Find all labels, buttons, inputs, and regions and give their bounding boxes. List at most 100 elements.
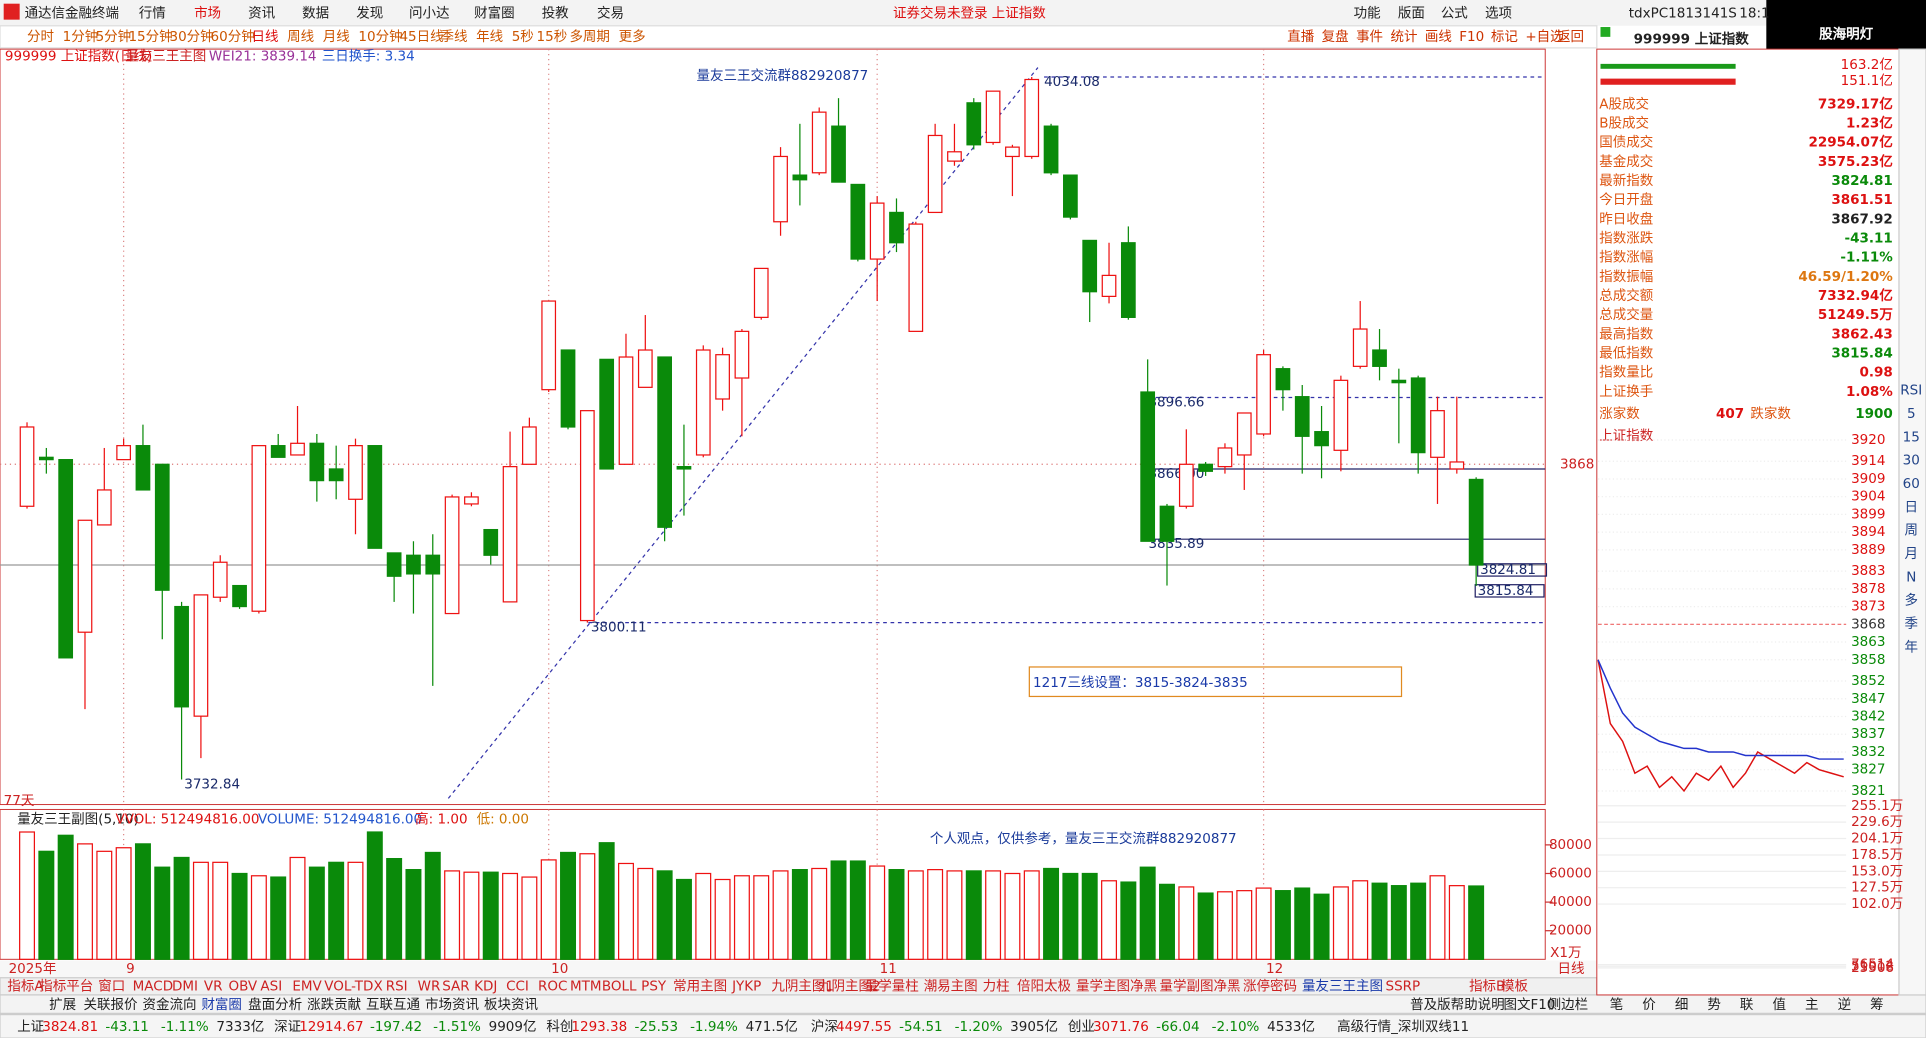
indicator-tab[interactable]: MTM — [570, 978, 602, 994]
indicator-tab[interactable]: ROC — [538, 978, 567, 994]
period-button[interactable]: 15分钟 — [128, 28, 172, 45]
indicator-tab[interactable]: CCI — [506, 978, 529, 994]
indicator-tab[interactable]: BOLL — [602, 978, 637, 994]
indicator-tab[interactable]: 量学量柱 — [865, 978, 919, 994]
menu-item[interactable]: 资讯 — [248, 6, 275, 22]
bottom-tab[interactable]: 普及版帮助说明 — [1410, 997, 1505, 1013]
panel-button[interactable]: 细 — [1675, 997, 1689, 1013]
chart-header[interactable]: 999999 上证指数(日线) — [5, 49, 152, 65]
bottom-tab[interactable]: 关联报价 — [84, 997, 138, 1013]
indicator-tab[interactable]: 九阴主图2 — [818, 978, 881, 994]
bottom-tab[interactable]: 互联互通 — [366, 997, 420, 1013]
indicator-tab[interactable]: 常用主图 — [673, 978, 727, 994]
tool-button[interactable]: 统计 — [1390, 29, 1417, 45]
period-button[interactable]: 日线 — [252, 29, 279, 45]
chart-header[interactable]: 量友三王主图 — [125, 49, 206, 65]
tool-button[interactable]: 返回 — [1557, 29, 1584, 45]
period-button[interactable]: 分时 — [27, 29, 54, 45]
menu-item[interactable]: 行情 — [139, 6, 166, 22]
indicator-tab[interactable]: OBV — [228, 978, 257, 994]
period-button[interactable]: 1分钟 — [63, 28, 99, 45]
indicator-tab[interactable]: 潮易主图 — [924, 978, 978, 994]
menu-item[interactable]: 问小达 — [409, 6, 450, 22]
volume-header[interactable]: 低: 0.00 — [477, 811, 529, 827]
menu-item[interactable]: 功能 — [1354, 6, 1381, 22]
period-button[interactable]: 季线 — [440, 29, 467, 45]
indicator-tab[interactable]: 量友三王主图 — [1302, 978, 1383, 994]
panel-button[interactable]: 逆 — [1838, 997, 1852, 1013]
indicator-tab[interactable]: 力柱 — [983, 978, 1010, 994]
period-button[interactable]: 15秒 — [537, 29, 568, 45]
period-button[interactable]: 10分钟 — [358, 28, 402, 45]
panel-button[interactable]: 价 — [1642, 997, 1656, 1013]
period-button[interactable]: 周线 — [287, 29, 314, 45]
panel-button[interactable]: 主 — [1805, 997, 1819, 1013]
indicator-tab[interactable]: MACD — [133, 978, 173, 994]
indicator-tab[interactable]: 涨停密码 — [1243, 977, 1297, 994]
period-button[interactable]: 更多 — [619, 28, 646, 45]
indicator-tab[interactable]: 倍阳太极 — [1017, 978, 1071, 994]
indicator-tab[interactable]: SSRP — [1386, 978, 1421, 994]
volume-header[interactable]: VOLUME: 512494816.00 — [258, 811, 422, 827]
panel-button[interactable]: 筹 — [1870, 996, 1884, 1013]
menu-item[interactable]: 投教 — [542, 6, 569, 22]
period-button[interactable]: 5分钟 — [96, 28, 132, 45]
bottom-tab[interactable]: 资金流向 — [142, 997, 196, 1013]
menu-item[interactable]: 发现 — [356, 6, 383, 22]
indicator-tab[interactable]: 指标平台 — [39, 978, 93, 994]
period-button[interactable]: 5秒 — [512, 29, 534, 45]
menu-item[interactable]: 交易 — [597, 5, 624, 22]
menu-item[interactable]: 财富圈 — [474, 5, 514, 22]
bottom-tab[interactable]: 侧边栏 — [1548, 997, 1589, 1013]
indicator-tab[interactable]: KDJ — [474, 978, 497, 994]
indicator-tab[interactable]: 模板 — [1501, 978, 1529, 994]
menu-item[interactable]: 市场 — [194, 5, 221, 22]
indicator-tab[interactable]: PSY — [641, 978, 667, 994]
indicator-tab[interactable]: 窗口 — [98, 977, 125, 994]
chart-header[interactable]: 三日换手: 3.34 — [322, 49, 415, 65]
bottom-tab[interactable]: 扩展 — [49, 997, 76, 1013]
indicator-tab[interactable]: SAR — [442, 978, 469, 994]
indicator-tab[interactable]: WR — [418, 978, 441, 994]
menu-item[interactable]: 版面 — [1398, 6, 1425, 22]
tool-button[interactable]: +自选 — [1525, 29, 1564, 45]
bottom-tab[interactable]: 板块资讯 — [484, 997, 538, 1013]
indicator-tab[interactable]: VR — [204, 978, 223, 994]
panel-button[interactable]: 值 — [1772, 997, 1786, 1013]
indicator-tab[interactable]: 量学主图净黑 — [1076, 978, 1157, 994]
period-button[interactable]: 60分钟 — [211, 28, 255, 45]
indicator-tab[interactable]: 指标A — [7, 978, 44, 994]
tool-button[interactable]: 画线 — [1425, 29, 1452, 45]
indicator-tab[interactable]: JYKP — [731, 978, 761, 994]
indicator-tab[interactable]: VOL-TDX — [324, 978, 382, 994]
tool-button[interactable]: 复盘 — [1322, 28, 1349, 45]
menu-item[interactable]: 公式 — [1441, 6, 1469, 22]
panel-button[interactable]: 势 — [1707, 997, 1721, 1013]
tool-button[interactable]: 标记 — [1491, 29, 1518, 45]
volume-header[interactable]: VVOL: 512494816.00 — [115, 811, 259, 827]
indicator-tab[interactable]: 指标B — [1469, 978, 1505, 994]
bottom-tab[interactable]: 财富圈 — [201, 996, 242, 1013]
panel-button[interactable]: 联 — [1740, 997, 1754, 1013]
period-button[interactable]: 30分钟 — [170, 28, 214, 45]
volume-header[interactable]: 高: 1.00 — [415, 810, 467, 827]
bottom-tab[interactable]: 市场资讯 — [425, 996, 479, 1013]
tool-button[interactable]: F10 — [1459, 29, 1484, 45]
indicator-tab[interactable]: DMI — [172, 978, 198, 994]
bottom-tab[interactable]: 盘面分析 — [248, 996, 302, 1013]
bottom-tab[interactable]: 涨跌贡献 — [307, 997, 361, 1013]
indicator-tab[interactable]: RSI — [386, 978, 408, 994]
indicator-tab[interactable]: 九阴主图1 — [771, 978, 834, 994]
tool-button[interactable]: 直播 — [1287, 29, 1315, 45]
period-button[interactable]: 年线 — [476, 29, 503, 45]
panel-button[interactable]: 笔 — [1610, 997, 1624, 1013]
menu-item[interactable]: 选项 — [1485, 6, 1512, 22]
bottom-tab[interactable]: 图文F10 — [1503, 997, 1555, 1013]
indicator-tab[interactable]: 量学副图净黑 — [1160, 978, 1241, 994]
period-button[interactable]: 45日线 — [399, 29, 443, 45]
volume-header[interactable]: 量友三王副图(5,10) — [17, 811, 139, 827]
period-button[interactable]: 多周期 — [569, 28, 610, 45]
tool-button[interactable]: 事件 — [1356, 29, 1383, 45]
chart-header[interactable]: WEI21: 3839.14 — [209, 49, 317, 65]
indicator-tab[interactable]: EMV — [292, 978, 322, 994]
